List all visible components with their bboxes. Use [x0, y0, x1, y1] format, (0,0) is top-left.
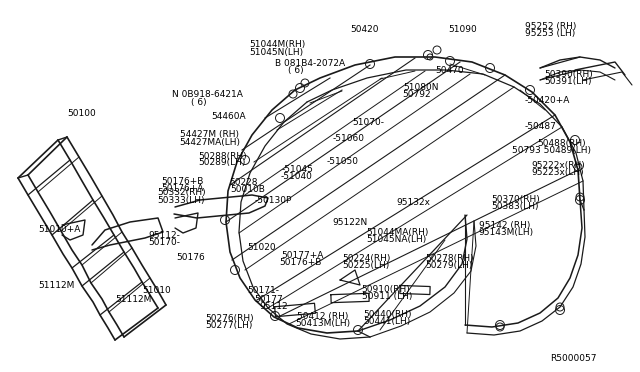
Text: 50440(RH): 50440(RH) — [364, 310, 412, 319]
Text: 50177: 50177 — [255, 295, 284, 304]
Text: 50488(RH): 50488(RH) — [538, 139, 586, 148]
Text: 51044MA(RH): 51044MA(RH) — [366, 228, 428, 237]
Text: -51050: -51050 — [326, 157, 358, 166]
Text: 50176+B: 50176+B — [279, 258, 321, 267]
Text: 50176+A: 50176+A — [161, 184, 204, 193]
Text: 51090: 51090 — [448, 25, 477, 34]
Text: 50413M(LH): 50413M(LH) — [296, 319, 351, 328]
Text: 50288(RH): 50288(RH) — [198, 152, 247, 161]
Text: -51040: -51040 — [280, 172, 312, 181]
Text: 50224(RH): 50224(RH) — [342, 254, 391, 263]
Text: 50170-: 50170- — [148, 238, 180, 247]
Text: 50911 (LH): 50911 (LH) — [362, 292, 412, 301]
Text: 50390(RH): 50390(RH) — [544, 70, 593, 79]
Text: 54427MA(LH): 54427MA(LH) — [179, 138, 240, 147]
Text: 50441(LH): 50441(LH) — [364, 317, 411, 326]
Text: -51060: -51060 — [333, 134, 365, 143]
Text: 95223x(LH): 95223x(LH) — [531, 169, 584, 177]
Text: 50370(RH): 50370(RH) — [492, 195, 540, 203]
Text: 50176: 50176 — [176, 253, 205, 262]
Text: 50177+A: 50177+A — [282, 251, 324, 260]
Text: 50171-: 50171- — [247, 286, 279, 295]
Text: 51112M: 51112M — [38, 281, 75, 290]
Text: 95143M(LH): 95143M(LH) — [479, 228, 534, 237]
Text: 51045N(LH): 51045N(LH) — [250, 48, 304, 57]
Text: 51070-: 51070- — [352, 118, 384, 127]
Text: R5000057: R5000057 — [550, 355, 597, 363]
Text: 50228: 50228 — [229, 178, 258, 187]
Text: 95222x(RH): 95222x(RH) — [531, 161, 585, 170]
Text: 50276(RH): 50276(RH) — [205, 314, 253, 323]
Text: 50332(RH): 50332(RH) — [157, 188, 205, 197]
Text: 50176+B: 50176+B — [161, 177, 204, 186]
Text: 50793 50489(LH): 50793 50489(LH) — [512, 146, 591, 155]
Text: 51020: 51020 — [247, 243, 276, 252]
Text: 50792: 50792 — [402, 90, 431, 99]
Text: B 081B4-2072A: B 081B4-2072A — [275, 59, 346, 68]
Text: 50100: 50100 — [67, 109, 96, 118]
Text: 95132x: 95132x — [397, 198, 431, 207]
Text: 95252 (RH): 95252 (RH) — [525, 22, 576, 31]
Text: 50412 (RH): 50412 (RH) — [297, 312, 348, 321]
Text: 51112M: 51112M — [115, 295, 152, 304]
Text: ( 6): ( 6) — [191, 98, 206, 107]
Text: -50487: -50487 — [525, 122, 557, 131]
Text: 50470: 50470 — [435, 66, 464, 75]
Text: 50910(RH): 50910(RH) — [362, 285, 410, 294]
Text: 51080N: 51080N — [403, 83, 438, 92]
Text: 50391(LH): 50391(LH) — [544, 77, 591, 86]
Text: ( 6): ( 6) — [288, 66, 303, 75]
Text: 51010: 51010 — [142, 286, 171, 295]
Text: 95112-: 95112- — [148, 231, 180, 240]
Text: 95253 (LH): 95253 (LH) — [525, 29, 575, 38]
Text: 95122N: 95122N — [333, 218, 368, 227]
Text: 51044M(RH): 51044M(RH) — [250, 40, 306, 49]
Text: 50333(LH): 50333(LH) — [157, 196, 204, 205]
Text: 50010B: 50010B — [230, 185, 265, 194]
Text: N 0B918-6421A: N 0B918-6421A — [172, 90, 243, 99]
Text: 51045NA(LH): 51045NA(LH) — [366, 235, 426, 244]
Text: 50420: 50420 — [351, 25, 380, 34]
Text: 50278(RH): 50278(RH) — [426, 254, 474, 263]
Text: 50277(LH): 50277(LH) — [205, 321, 252, 330]
Text: -51045: -51045 — [282, 165, 314, 174]
Text: 95142 (RH): 95142 (RH) — [479, 221, 530, 230]
Text: 50279(LH): 50279(LH) — [426, 261, 473, 270]
Text: 50289(LH): 50289(LH) — [198, 158, 246, 167]
Text: -50130P: -50130P — [255, 196, 292, 205]
Text: 50225(LH): 50225(LH) — [342, 261, 390, 270]
Text: 51010+A: 51010+A — [38, 225, 81, 234]
Text: 54460A: 54460A — [211, 112, 246, 121]
Text: 95112: 95112 — [260, 302, 289, 311]
Text: 54427M (RH): 54427M (RH) — [180, 130, 239, 139]
Text: 50383(LH): 50383(LH) — [492, 202, 539, 211]
Text: -50420+A: -50420+A — [525, 96, 570, 105]
